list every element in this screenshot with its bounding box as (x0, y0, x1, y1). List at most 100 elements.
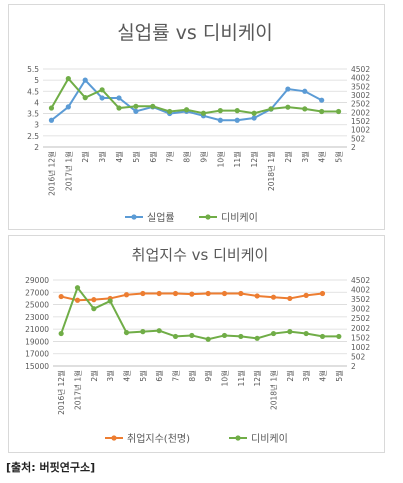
data-point-1 (172, 333, 179, 340)
x-tick-label: 10월 (220, 370, 230, 387)
x-tick-label: 3월 (105, 370, 115, 382)
y2-tick-label: 1002 (351, 126, 370, 135)
data-point-0 (302, 88, 308, 94)
x-tick-label: 2월 (80, 151, 90, 163)
chart-panel-unemployment: 실업률 vs 디비케이 2 2.5 3 3.5 4 4.5 5 5.5 2 502 1002 1502 2… (8, 4, 385, 230)
data-point-0 (270, 294, 277, 300)
data-point-1 (156, 328, 162, 334)
y2-tick-label: 1502 (351, 117, 370, 126)
data-point-0 (123, 292, 130, 298)
data-point-0 (172, 290, 179, 297)
x-tick-label: 11월 (236, 370, 246, 387)
x-tick-label: 5월 (334, 370, 344, 382)
data-point-0 (319, 97, 325, 103)
y-tick-label: 25000 (25, 301, 49, 310)
y2-tick-label: 502 (351, 352, 366, 361)
x-tick-label: 2018년 1월 (269, 370, 279, 410)
y2-tick-label: 3502 (351, 82, 370, 91)
y-tick-label: 2.5 (27, 132, 39, 141)
data-point-1 (303, 330, 309, 337)
y-tick-label: 15000 (25, 362, 49, 371)
data-point-0 (287, 295, 293, 302)
x-tick-label: 6월 (154, 370, 164, 382)
data-point-0 (251, 115, 257, 121)
y2-tick-label: 1502 (351, 333, 370, 342)
y-tick-label: 19000 (25, 337, 49, 346)
data-point-1 (254, 335, 260, 341)
y2-tick-label: 2002 (351, 108, 370, 117)
x-tick-label: 5월 (334, 151, 344, 163)
data-point-1 (140, 329, 146, 335)
data-point-1 (251, 110, 257, 116)
data-point-1 (217, 108, 223, 114)
data-point-0 (74, 297, 81, 303)
x-tick-label: 2018년 1월 (266, 151, 276, 191)
source-note: [출처: 버핏연구소] (6, 461, 96, 474)
data-point-0 (285, 86, 291, 92)
data-point-1 (221, 332, 228, 339)
y2-tick-label: 4502 (351, 276, 370, 285)
chart-panel-employment: 취업지수 vs 디비케이 15000 17000 19000 21000 23000 250… (8, 235, 385, 453)
data-point-1 (238, 333, 244, 340)
data-point-1 (82, 95, 88, 101)
chart-title: 실업률 vs 디비케이 (117, 22, 273, 44)
y-tick-label: 5 (34, 76, 39, 85)
y2-tick-label: 4502 (351, 65, 370, 74)
data-point-0 (319, 290, 326, 297)
data-point-0 (133, 108, 139, 114)
y-tick-label: 23000 (25, 313, 49, 322)
data-point-0 (156, 290, 162, 297)
x-tick-label: 2월 (89, 370, 99, 382)
data-point-1 (302, 106, 308, 112)
data-point-1 (48, 105, 55, 111)
y2-tick-label: 3002 (351, 91, 370, 100)
legend-marker (131, 214, 137, 220)
data-point-1 (268, 106, 274, 112)
legend-label: 취업지수(천명) (127, 432, 190, 445)
data-point-0 (217, 117, 223, 123)
legend-marker (205, 214, 211, 220)
data-point-0 (238, 290, 244, 297)
x-tick-label: 9월 (198, 151, 208, 163)
y-tick-label: 17000 (25, 350, 49, 359)
y2-tick-label: 3002 (351, 305, 370, 314)
data-point-0 (254, 293, 260, 299)
data-point-1 (123, 329, 130, 336)
y2-tick-label: 2002 (351, 324, 370, 333)
data-point-1 (74, 285, 81, 291)
data-point-0 (82, 77, 88, 83)
y2-tick-label: 4002 (351, 286, 370, 295)
x-tick-label: 9월 (203, 370, 213, 382)
y2-tick-label: 1002 (351, 343, 370, 352)
data-point-1 (234, 108, 240, 114)
x-tick-label: 7월 (165, 151, 175, 163)
data-point-1 (183, 107, 190, 113)
legend-label: 디비케이 (221, 212, 258, 224)
x-tick-label: 8월 (182, 151, 192, 163)
x-tick-label: 4월 (114, 151, 124, 163)
data-point-1 (58, 330, 64, 337)
x-tick-label: 12월 (249, 151, 259, 168)
x-tick-label: 2월 (285, 370, 295, 382)
data-point-0 (221, 290, 228, 297)
data-point-1 (287, 329, 293, 335)
data-point-0 (303, 292, 309, 298)
data-point-0 (91, 297, 97, 303)
y-tick-label: 27000 (25, 288, 49, 297)
data-point-0 (140, 290, 146, 297)
y-tick-label: 3 (34, 121, 39, 130)
x-tick-label: 2017년 1월 (73, 370, 83, 410)
y2-tick-label: 502 (351, 134, 366, 143)
data-point-1 (336, 333, 342, 340)
y-tick-label: 4 (34, 98, 39, 107)
data-point-1 (189, 332, 195, 339)
x-tick-label: 5월 (138, 370, 148, 382)
x-tick-label: 6월 (148, 151, 158, 163)
x-tick-label: 2016년 12월 (56, 370, 66, 415)
data-point-1 (285, 104, 291, 110)
x-tick-label: 5월 (131, 151, 141, 163)
y2-tick-label: 2502 (351, 100, 370, 109)
data-point-1 (116, 105, 122, 111)
legend-marker (235, 435, 241, 441)
y2-tick-label: 2502 (351, 314, 370, 323)
